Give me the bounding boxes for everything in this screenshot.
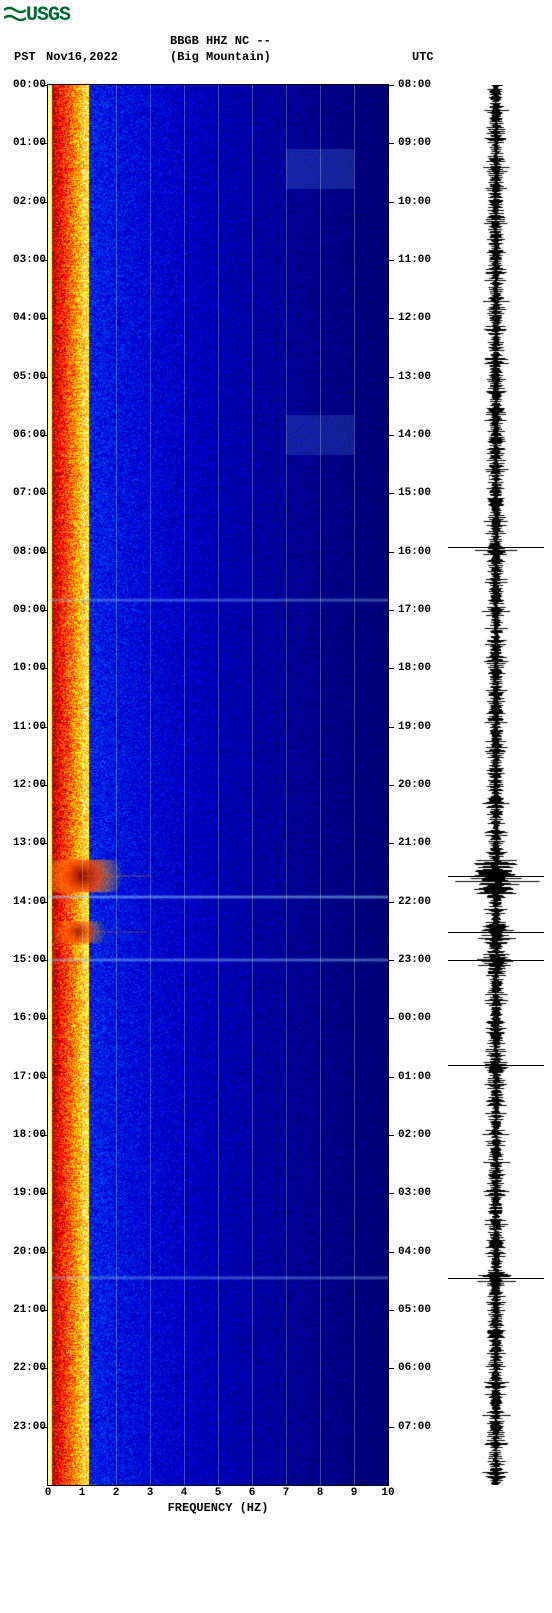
spectrogram bbox=[48, 85, 388, 1485]
y-tick-right: 22:00 bbox=[398, 896, 431, 908]
y-tick-right: 15:00 bbox=[398, 487, 431, 499]
x-tick: 1 bbox=[79, 1487, 86, 1499]
y-tick-right: 18:00 bbox=[398, 662, 431, 674]
y-tick-right: 07:00 bbox=[398, 1421, 431, 1433]
x-tick: 0 bbox=[45, 1487, 52, 1499]
y-tick-right: 13:00 bbox=[398, 371, 431, 383]
x-axis-label: FREQUENCY (HZ) bbox=[168, 1501, 269, 1515]
y-tick-right: 20:00 bbox=[398, 779, 431, 791]
y-tick-right: 14:00 bbox=[398, 429, 431, 441]
y-tick-right: 06:00 bbox=[398, 1362, 431, 1374]
y-tick-right: 21:00 bbox=[398, 837, 431, 849]
y-tick-right: 11:00 bbox=[398, 254, 431, 266]
x-tick: 5 bbox=[215, 1487, 222, 1499]
x-tick: 7 bbox=[283, 1487, 290, 1499]
seismogram bbox=[448, 85, 544, 1485]
header-date: Nov16,2022 bbox=[46, 50, 118, 64]
x-tick: 6 bbox=[249, 1487, 256, 1499]
seismogram-event-mark bbox=[448, 1278, 544, 1279]
usgs-logo: USGS bbox=[4, 4, 70, 27]
y-tick-right: 03:00 bbox=[398, 1187, 431, 1199]
y-tick-right: 19:00 bbox=[398, 721, 431, 733]
x-tick: 3 bbox=[147, 1487, 154, 1499]
x-tick: 4 bbox=[181, 1487, 188, 1499]
y-tick-right: 17:00 bbox=[398, 604, 431, 616]
station-code: BBGB HHZ NC -- bbox=[170, 34, 271, 48]
y-tick-right: 08:00 bbox=[398, 79, 431, 91]
y-tick-right: 12:00 bbox=[398, 312, 431, 324]
seismogram-event-mark bbox=[448, 547, 544, 548]
station-desc: (Big Mountain) bbox=[170, 50, 271, 64]
seismogram-event-mark bbox=[448, 1065, 544, 1066]
x-tick: 10 bbox=[381, 1487, 394, 1499]
timezone-right: UTC bbox=[412, 50, 434, 64]
usgs-logo-text: USGS bbox=[26, 4, 70, 27]
y-tick-right: 01:00 bbox=[398, 1071, 431, 1083]
spectrogram-canvas bbox=[48, 85, 388, 1485]
y-tick-right: 00:00 bbox=[398, 1012, 431, 1024]
y-tick-right: 09:00 bbox=[398, 137, 431, 149]
y-tick-right: 10:00 bbox=[398, 196, 431, 208]
x-tick: 9 bbox=[351, 1487, 358, 1499]
x-tick: 2 bbox=[113, 1487, 120, 1499]
timezone-left: PST bbox=[14, 50, 36, 64]
x-tick: 8 bbox=[317, 1487, 324, 1499]
seismogram-event-mark bbox=[448, 932, 544, 933]
y-tick-right: 04:00 bbox=[398, 1246, 431, 1258]
plot-area: 00:00 01:00 02:00 03:00 04:00 05:00 06:00 07:00… bbox=[0, 85, 552, 1585]
y-tick-right: 05:00 bbox=[398, 1304, 431, 1316]
seismogram-event-mark bbox=[448, 960, 544, 961]
seismogram-canvas bbox=[448, 85, 544, 1485]
y-tick-right: 02:00 bbox=[398, 1129, 431, 1141]
y-tick-right: 23:00 bbox=[398, 954, 431, 966]
seismogram-event-mark bbox=[448, 876, 544, 877]
y-tick-right: 16:00 bbox=[398, 546, 431, 558]
page: USGS PST Nov16,2022 BBGB HHZ NC -- (Big … bbox=[0, 0, 552, 1613]
